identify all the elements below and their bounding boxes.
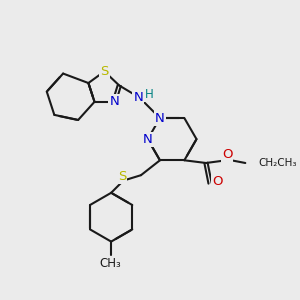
Text: CH₂CH₃: CH₂CH₃ xyxy=(259,158,297,168)
Text: O: O xyxy=(212,176,223,188)
Text: O: O xyxy=(222,148,232,161)
Text: CH₃: CH₃ xyxy=(99,257,121,270)
Text: N: N xyxy=(134,91,143,104)
Text: N: N xyxy=(110,95,119,108)
Text: S: S xyxy=(118,170,126,183)
Text: S: S xyxy=(100,65,109,78)
Text: N: N xyxy=(143,133,153,146)
Text: N: N xyxy=(155,112,165,124)
Text: H: H xyxy=(145,88,154,101)
